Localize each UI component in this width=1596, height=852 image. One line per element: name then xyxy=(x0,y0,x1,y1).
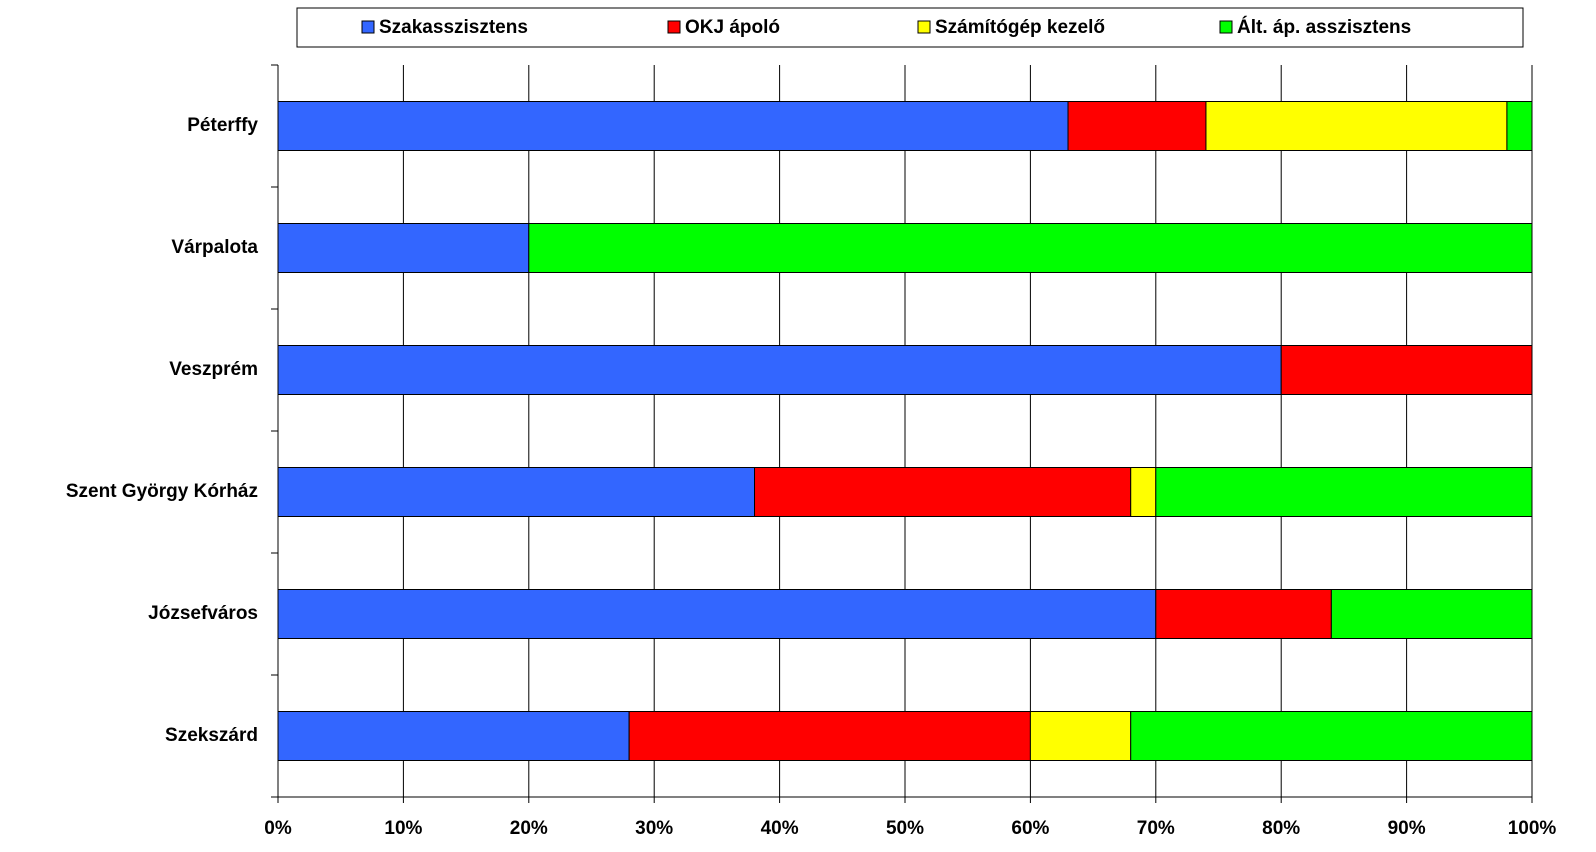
x-tick-label: 90% xyxy=(1388,818,1426,839)
bar-segment xyxy=(1067,101,1207,151)
bar-segment xyxy=(1130,711,1533,761)
bar-segment xyxy=(277,467,756,517)
legend-label: Számítógép kezelő xyxy=(935,17,1105,38)
bar-segment xyxy=(1029,711,1132,761)
bar-segment xyxy=(1280,345,1533,395)
bar-segment xyxy=(277,345,1282,395)
y-tick-label: Péterffy xyxy=(187,115,258,136)
x-tick-label: 70% xyxy=(1137,818,1175,839)
bar-segment xyxy=(1330,589,1533,639)
x-tick-label: 40% xyxy=(761,818,799,839)
legend-box xyxy=(296,7,1524,48)
x-tick-label: 20% xyxy=(510,818,548,839)
bar-segment xyxy=(1155,589,1332,639)
bar-segment xyxy=(1506,101,1533,151)
legend-swatch xyxy=(1219,20,1233,34)
x-tick-label: 80% xyxy=(1262,818,1300,839)
bar-segment xyxy=(528,223,1533,273)
bar-segment xyxy=(1205,101,1508,151)
y-tick-label: Veszprém xyxy=(169,359,258,380)
legend-label: OKJ ápoló xyxy=(685,17,780,38)
x-tick-label: 60% xyxy=(1011,818,1049,839)
bar-segment xyxy=(277,711,630,761)
legend-swatch xyxy=(667,20,681,34)
x-tick-label: 10% xyxy=(384,818,422,839)
x-tick-label: 100% xyxy=(1508,818,1557,839)
bar-segment xyxy=(1155,467,1533,517)
legend-swatch xyxy=(361,20,375,34)
legend-swatch xyxy=(917,20,931,34)
bar-segment xyxy=(277,223,530,273)
bar-segment xyxy=(277,101,1069,151)
bar-segment xyxy=(277,589,1157,639)
x-tick-label: 30% xyxy=(635,818,673,839)
y-tick-label: Várpalota xyxy=(171,237,258,258)
legend-label: Ált. áp. asszisztens xyxy=(1237,16,1411,38)
y-tick-label: Szekszárd xyxy=(165,725,258,746)
y-tick-label: Józsefváros xyxy=(148,603,258,624)
x-tick-label: 50% xyxy=(886,818,924,839)
y-tick-label: Szent György Kórház xyxy=(66,481,258,502)
bar-segment xyxy=(1130,467,1157,517)
legend-label: Szakasszisztens xyxy=(379,17,528,38)
x-tick-label: 0% xyxy=(264,818,292,839)
bar-segment xyxy=(628,711,1031,761)
bar-segment xyxy=(754,467,1132,517)
